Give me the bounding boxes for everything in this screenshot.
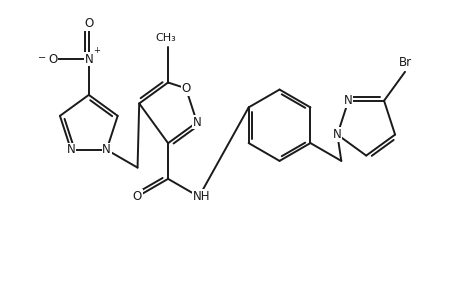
Text: N: N — [332, 128, 341, 141]
Text: Br: Br — [397, 56, 411, 69]
Text: N: N — [84, 53, 93, 66]
Text: N: N — [102, 143, 111, 156]
Text: O: O — [181, 82, 190, 95]
Text: N: N — [343, 94, 352, 107]
Text: O: O — [132, 190, 141, 203]
Text: O: O — [84, 17, 93, 30]
Text: N: N — [192, 116, 201, 129]
Text: N: N — [67, 143, 75, 156]
Text: NH: NH — [192, 190, 210, 203]
Text: CH₃: CH₃ — [155, 33, 176, 43]
Text: +: + — [93, 46, 100, 55]
Text: O: O — [48, 53, 58, 66]
Text: −: − — [38, 53, 46, 63]
